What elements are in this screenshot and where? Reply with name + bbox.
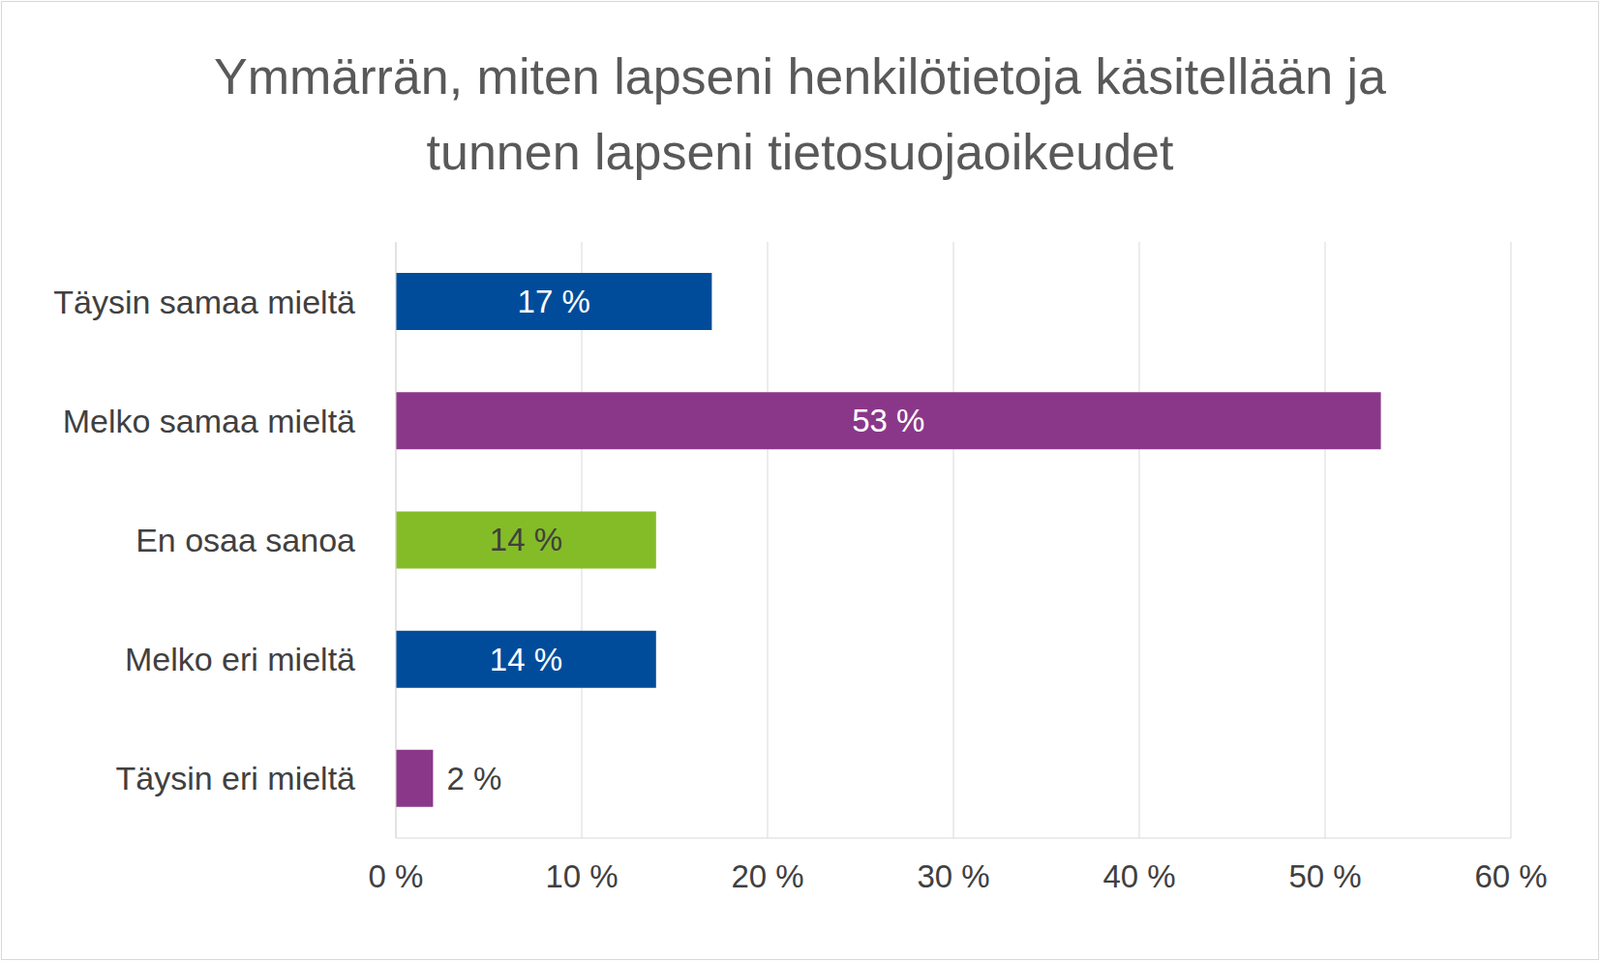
svg-text:60 %: 60 %: [1474, 858, 1547, 895]
svg-text:17 %: 17 %: [517, 283, 591, 320]
svg-text:14 %: 14 %: [489, 641, 563, 678]
svg-text:Melko eri mieltä: Melko eri mieltä: [124, 640, 356, 678]
svg-text:14 %: 14 %: [489, 521, 563, 558]
svg-text:10 %: 10 %: [544, 858, 618, 895]
svg-text:2 %: 2 %: [446, 760, 502, 797]
svg-text:0 %: 0 %: [368, 858, 424, 895]
svg-text:Täysin samaa mieltä: Täysin samaa mieltä: [53, 283, 356, 321]
svg-text:50 %: 50 %: [1288, 858, 1361, 895]
svg-text:20 %: 20 %: [730, 858, 804, 895]
svg-text:Täysin eri mieltä: Täysin eri mieltä: [115, 759, 356, 797]
svg-text:40 %: 40 %: [1102, 858, 1176, 895]
html-text:Ymmärrän, miten lapseni henkil: Ymmärrän, miten lapseni henkilötietoja k…: [213, 48, 1387, 181]
svg-text:53 %: 53 %: [851, 402, 925, 439]
svg-text:En osaa sanoa: En osaa sanoa: [135, 521, 356, 559]
svg-text:30 %: 30 %: [916, 858, 990, 895]
svg-text:Melko samaa mieltä: Melko samaa mieltä: [62, 402, 356, 440]
